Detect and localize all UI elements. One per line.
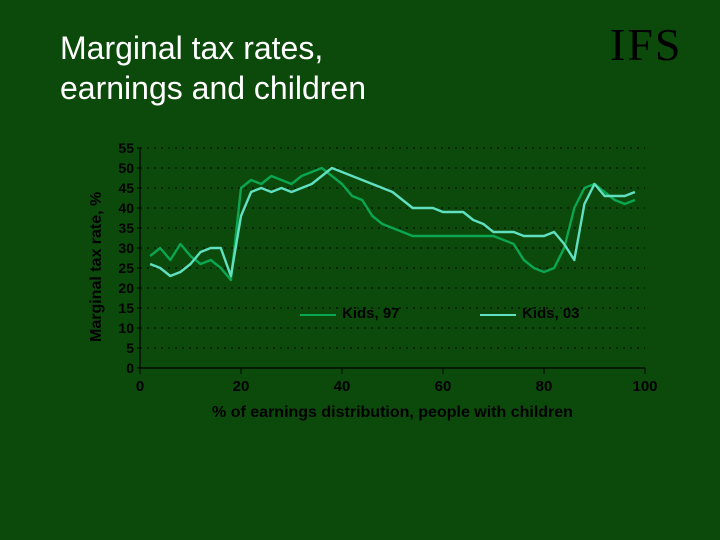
y-tick-label: 5 xyxy=(126,340,134,356)
y-tick-label: 45 xyxy=(118,180,134,196)
slide: Marginal tax rates,earnings and children… xyxy=(0,0,720,540)
y-tick-label: 40 xyxy=(118,200,134,216)
x-tick-label: 0 xyxy=(125,378,155,395)
legend-line xyxy=(300,314,336,316)
legend-label: Kids, 03 xyxy=(522,305,580,322)
ifs-logo: IFS xyxy=(610,18,682,71)
y-tick-label: 35 xyxy=(118,220,134,236)
page-title: Marginal tax rates,earnings and children xyxy=(60,28,366,108)
y-tick-label: 30 xyxy=(118,240,134,256)
y-tick-label: 15 xyxy=(118,300,134,316)
y-tick-label: 10 xyxy=(118,320,134,336)
legend-label: Kids, 97 xyxy=(342,305,400,322)
x-tick-label: 100 xyxy=(630,378,660,395)
y-tick-label: 0 xyxy=(126,360,134,376)
x-tick-label: 40 xyxy=(327,378,357,395)
y-tick-label: 55 xyxy=(118,140,134,156)
legend-line xyxy=(480,314,516,316)
y-tick-label: 25 xyxy=(118,260,134,276)
tax-rate-chart xyxy=(140,148,645,368)
x-tick-label: 60 xyxy=(428,378,458,395)
x-tick-label: 80 xyxy=(529,378,559,395)
y-tick-label: 50 xyxy=(118,160,134,176)
y-axis-label: Marginal tax rate, % xyxy=(88,191,106,341)
x-tick-label: 20 xyxy=(226,378,256,395)
chart-svg xyxy=(140,148,645,368)
y-tick-label: 20 xyxy=(118,280,134,296)
x-axis-label: % of earnings distribution, people with … xyxy=(140,404,645,422)
